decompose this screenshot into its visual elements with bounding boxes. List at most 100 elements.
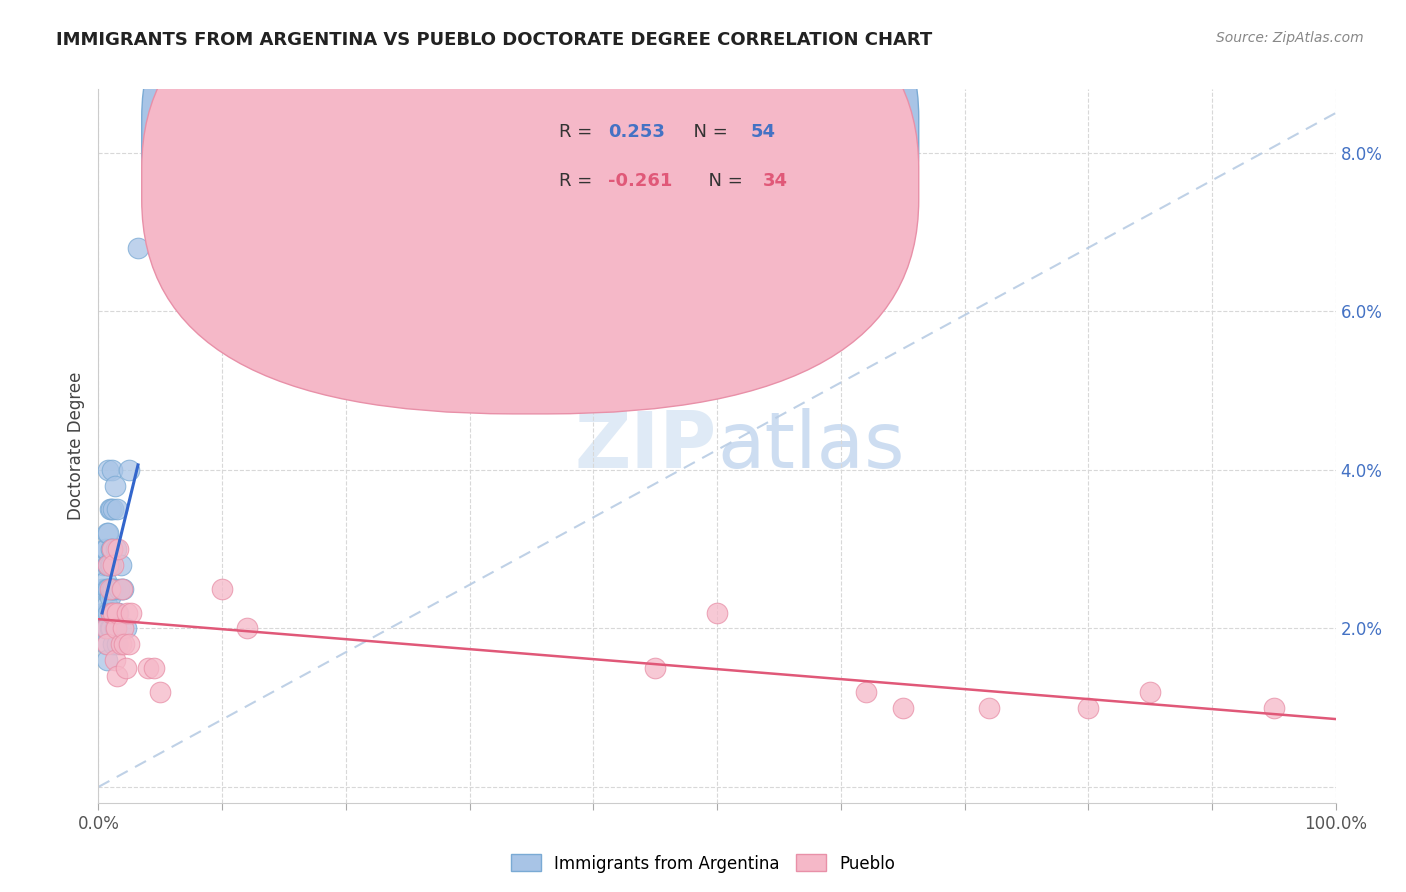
- Point: [114, 661, 136, 675]
- FancyBboxPatch shape: [142, 0, 918, 364]
- Text: ZIP: ZIP: [575, 408, 717, 484]
- Text: 54: 54: [751, 123, 776, 141]
- Point: [114, 621, 136, 635]
- Point: [112, 621, 135, 635]
- Point: [127, 241, 149, 255]
- Point: [105, 669, 128, 683]
- Point: [644, 661, 666, 675]
- Point: [94, 606, 117, 620]
- Point: [104, 621, 127, 635]
- Point: [107, 606, 129, 620]
- Text: R =: R =: [558, 123, 598, 141]
- Point: [98, 502, 121, 516]
- Point: [97, 463, 120, 477]
- Point: [94, 621, 117, 635]
- Point: [96, 621, 118, 635]
- Text: N =: N =: [697, 171, 749, 189]
- Point: [103, 582, 125, 596]
- Point: [104, 542, 127, 557]
- Point: [94, 574, 117, 588]
- Point: [96, 582, 118, 596]
- Text: -0.261: -0.261: [609, 171, 672, 189]
- FancyBboxPatch shape: [142, 0, 918, 414]
- Text: 34: 34: [763, 171, 787, 189]
- Point: [94, 542, 117, 557]
- Point: [1139, 685, 1161, 699]
- Point: [100, 582, 122, 596]
- Point: [211, 582, 233, 596]
- Point: [93, 558, 115, 572]
- Point: [136, 661, 159, 675]
- Point: [96, 526, 118, 541]
- Point: [98, 590, 121, 604]
- Point: [103, 582, 125, 596]
- Point: [100, 542, 122, 557]
- Point: [100, 606, 122, 620]
- Point: [103, 637, 125, 651]
- Text: N =: N =: [682, 123, 734, 141]
- Point: [98, 558, 121, 572]
- Point: [112, 582, 135, 596]
- FancyBboxPatch shape: [482, 89, 915, 225]
- Point: [91, 582, 114, 596]
- Point: [979, 700, 1001, 714]
- Text: Source: ZipAtlas.com: Source: ZipAtlas.com: [1216, 31, 1364, 45]
- Point: [103, 606, 125, 620]
- Text: IMMIGRANTS FROM ARGENTINA VS PUEBLO DOCTORATE DEGREE CORRELATION CHART: IMMIGRANTS FROM ARGENTINA VS PUEBLO DOCT…: [56, 31, 932, 49]
- Point: [105, 637, 128, 651]
- Point: [110, 637, 132, 651]
- Point: [96, 637, 118, 651]
- Point: [103, 621, 125, 635]
- Legend: Immigrants from Argentina, Pueblo: Immigrants from Argentina, Pueblo: [503, 847, 903, 880]
- Point: [1263, 700, 1285, 714]
- Point: [93, 621, 115, 635]
- Text: atlas: atlas: [717, 408, 904, 484]
- Point: [855, 685, 877, 699]
- Point: [118, 637, 141, 651]
- Point: [96, 653, 118, 667]
- Point: [105, 502, 128, 516]
- Point: [96, 558, 118, 572]
- Point: [103, 558, 125, 572]
- Point: [97, 558, 120, 572]
- Point: [100, 558, 122, 572]
- Point: [94, 637, 117, 651]
- Point: [100, 606, 122, 620]
- Point: [101, 606, 124, 620]
- Point: [120, 606, 142, 620]
- Y-axis label: Doctorate Degree: Doctorate Degree: [66, 372, 84, 520]
- Point: [101, 542, 124, 557]
- Point: [97, 582, 120, 596]
- Point: [103, 502, 125, 516]
- Point: [891, 700, 914, 714]
- Point: [149, 685, 172, 699]
- Point: [107, 542, 129, 557]
- Point: [100, 502, 122, 516]
- Point: [112, 637, 135, 651]
- Point: [111, 582, 134, 596]
- Point: [111, 582, 134, 596]
- Point: [93, 542, 115, 557]
- Point: [1077, 700, 1099, 714]
- Point: [93, 606, 115, 620]
- Point: [97, 558, 120, 572]
- Point: [104, 621, 127, 635]
- Point: [97, 526, 120, 541]
- Point: [108, 582, 131, 596]
- Point: [101, 463, 124, 477]
- Point: [100, 621, 122, 635]
- Point: [103, 653, 125, 667]
- Point: [143, 661, 166, 675]
- Point: [98, 621, 121, 635]
- Point: [105, 606, 128, 620]
- Text: R =: R =: [558, 171, 598, 189]
- Point: [110, 558, 132, 572]
- Point: [93, 582, 115, 596]
- Point: [115, 606, 138, 620]
- Text: 0.253: 0.253: [609, 123, 665, 141]
- Point: [103, 478, 125, 492]
- Point: [98, 582, 121, 596]
- Point: [706, 606, 728, 620]
- Point: [101, 582, 124, 596]
- Point: [96, 598, 118, 612]
